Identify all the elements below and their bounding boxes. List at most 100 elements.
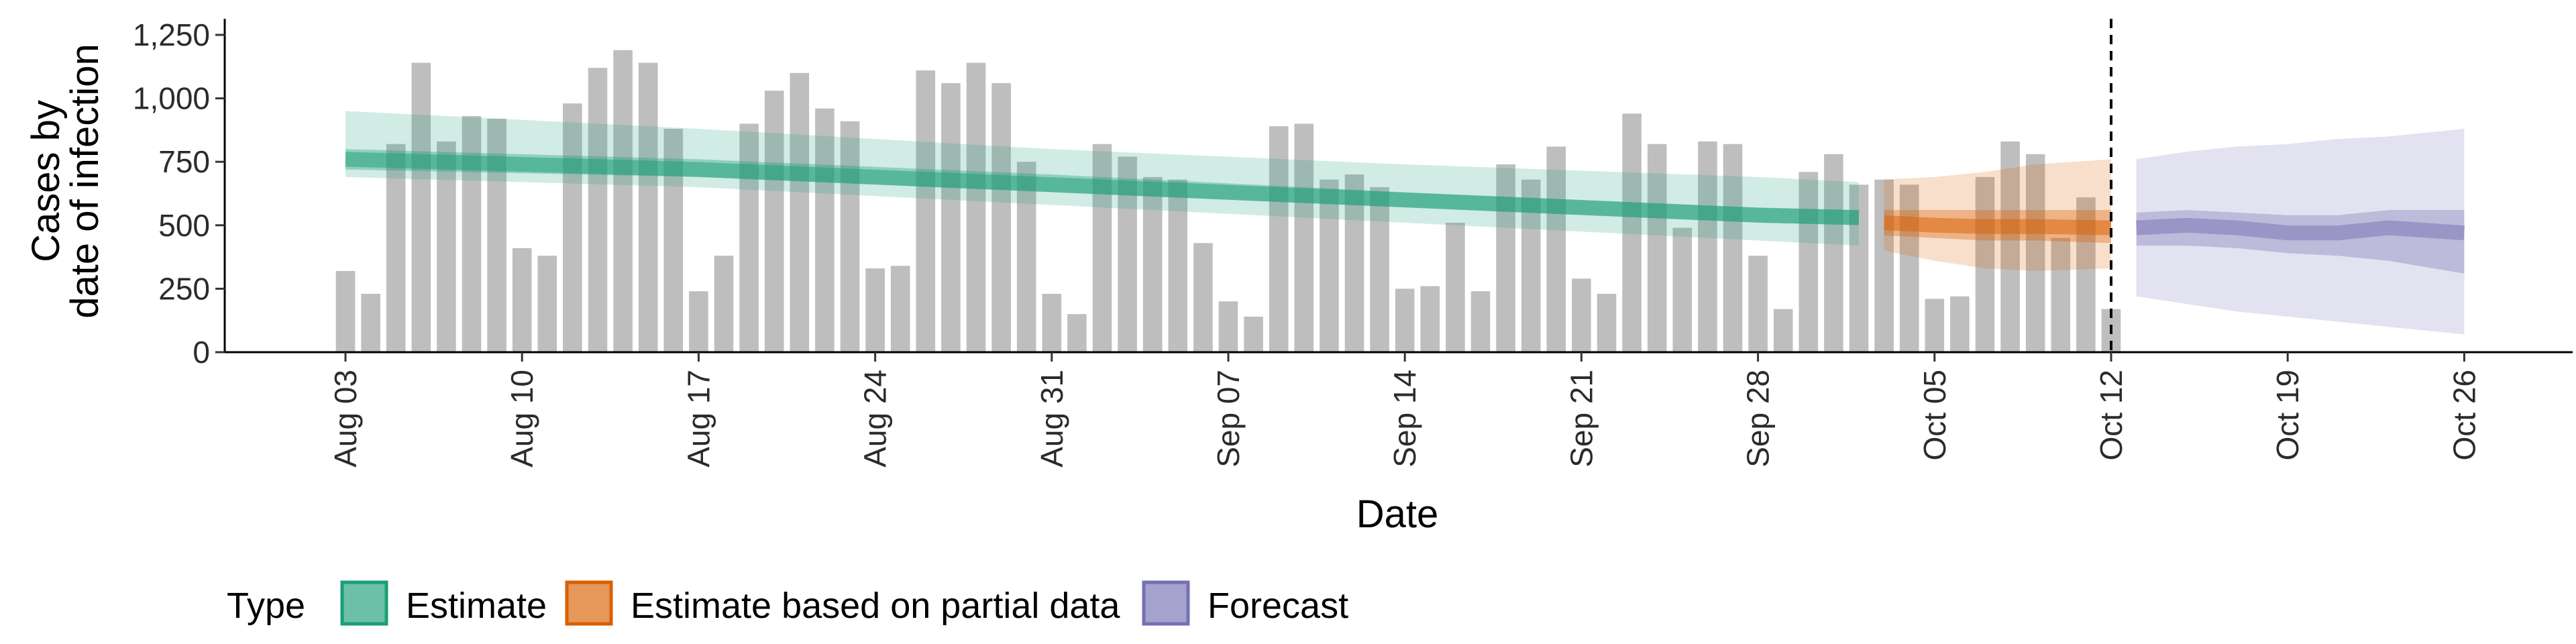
case-bar xyxy=(1773,309,1793,352)
x-tick-label: Sep 07 xyxy=(1211,370,1246,468)
y-tick-label: 1,250 xyxy=(133,17,210,52)
case-bar xyxy=(1067,314,1087,352)
y-tick-label: 0 xyxy=(193,335,210,370)
x-tick-label: Aug 10 xyxy=(504,370,539,468)
case-bar xyxy=(1597,294,1617,352)
axes-layer: 0 250 500 750 1,000 1,250 Aug 03 Aug 10 Aug 17 Au… xyxy=(24,17,2573,536)
series-3-median-line xyxy=(2136,217,2465,241)
case-bar xyxy=(1244,317,1263,352)
case-bar xyxy=(361,294,380,352)
x-tick-label: Oct 19 xyxy=(2270,370,2305,461)
legend-label-2: Estimate based on partial data xyxy=(631,586,1120,626)
x-tick-label: Oct 05 xyxy=(1917,370,1952,461)
case-bar xyxy=(1698,141,1717,352)
case-bar xyxy=(1269,126,1289,352)
case-bar xyxy=(512,248,532,352)
case-bar xyxy=(815,108,835,352)
case-bar xyxy=(335,270,356,352)
case-bar xyxy=(790,72,810,353)
case-bar xyxy=(1320,179,1339,352)
series-2-median-line xyxy=(1884,215,2112,235)
case-bar xyxy=(2000,141,2020,352)
case-bar xyxy=(1446,223,1465,352)
legend: Type Estimate Estimate based on partial da… xyxy=(227,580,1348,626)
case-bar xyxy=(1142,176,1163,352)
x-tick-label: Oct 12 xyxy=(2094,370,2129,461)
x-tick-label: Sep 14 xyxy=(1387,370,1422,468)
case-bar xyxy=(638,62,658,352)
case-bar xyxy=(1672,227,1693,352)
case-bar xyxy=(1496,164,1515,352)
case-bar xyxy=(1092,144,1112,352)
x-tick-label: Sep 21 xyxy=(1564,370,1599,468)
case-bar xyxy=(1294,123,1314,352)
case-bar xyxy=(2025,154,2045,353)
legend-label-3: Forecast xyxy=(1208,586,1348,626)
case-bar xyxy=(1193,243,1213,352)
case-bar xyxy=(1647,144,1667,352)
case-bar xyxy=(714,256,734,352)
case-bar xyxy=(1016,162,1036,352)
case-bar xyxy=(966,62,986,352)
y-tick-label: 250 xyxy=(158,271,210,306)
x-tick-label: Oct 26 xyxy=(2447,370,2481,461)
case-bar xyxy=(563,103,582,352)
legend-key-3 xyxy=(1142,580,1190,626)
case-bar xyxy=(1572,278,1591,352)
legend-key-1 xyxy=(340,580,388,626)
bands-layer xyxy=(345,111,2465,335)
case-bar xyxy=(1546,146,1566,352)
case-bar xyxy=(1950,296,1970,352)
case-bar xyxy=(2051,237,2071,352)
series-1-median-line xyxy=(345,152,1860,225)
case-bar xyxy=(1799,172,1819,352)
x-tick-label: Aug 03 xyxy=(328,370,363,468)
bars-layer xyxy=(335,50,2121,353)
x-tick-label: Aug 31 xyxy=(1034,370,1069,468)
case-bar xyxy=(1370,187,1389,352)
case-bar xyxy=(840,121,860,352)
case-bar xyxy=(890,266,910,352)
x-tick-label: Aug 17 xyxy=(681,370,716,468)
case-bar xyxy=(689,291,708,352)
case-bar xyxy=(613,50,633,352)
case-bar xyxy=(1168,179,1188,352)
case-bar xyxy=(764,91,784,352)
case-bar xyxy=(1218,301,1238,352)
y-axis-title-line-2: date of infection xyxy=(63,44,107,319)
case-bar xyxy=(1975,176,1995,352)
x-tick-label: Sep 28 xyxy=(1741,370,1776,468)
series-2-outer-band xyxy=(1884,159,2111,271)
case-bar xyxy=(916,70,936,352)
case-bar xyxy=(1748,256,1768,352)
case-bar xyxy=(437,141,456,352)
case-bar xyxy=(941,83,961,353)
x-tick-label: Aug 24 xyxy=(858,370,893,468)
case-bar xyxy=(739,123,759,352)
case-bar xyxy=(1824,154,1843,353)
case-bar xyxy=(1874,179,1894,352)
case-bar xyxy=(991,83,1011,353)
legend-key-2 xyxy=(565,580,613,626)
case-bar xyxy=(1420,286,1440,352)
case-bar xyxy=(865,268,885,352)
y-tick-label: 1,000 xyxy=(133,81,210,116)
case-bar xyxy=(588,68,608,352)
legend-title: Type xyxy=(227,586,305,626)
case-bar xyxy=(537,256,557,352)
case-bar xyxy=(1395,288,1415,352)
case-bar xyxy=(386,144,406,352)
y-axis-title-line-1: Cases by xyxy=(24,100,68,262)
case-bar xyxy=(1622,113,1642,353)
case-bar xyxy=(1470,291,1491,352)
x-axis-title: Date xyxy=(1356,492,1439,536)
case-bar xyxy=(1899,184,1919,352)
case-bar xyxy=(1042,294,1062,352)
y-tick-label: 500 xyxy=(158,208,210,243)
series-1-outer-band xyxy=(345,111,1859,246)
case-bar xyxy=(1925,299,1945,352)
legend-label-1: Estimate xyxy=(406,586,547,626)
y-tick-label: 750 xyxy=(158,144,210,179)
